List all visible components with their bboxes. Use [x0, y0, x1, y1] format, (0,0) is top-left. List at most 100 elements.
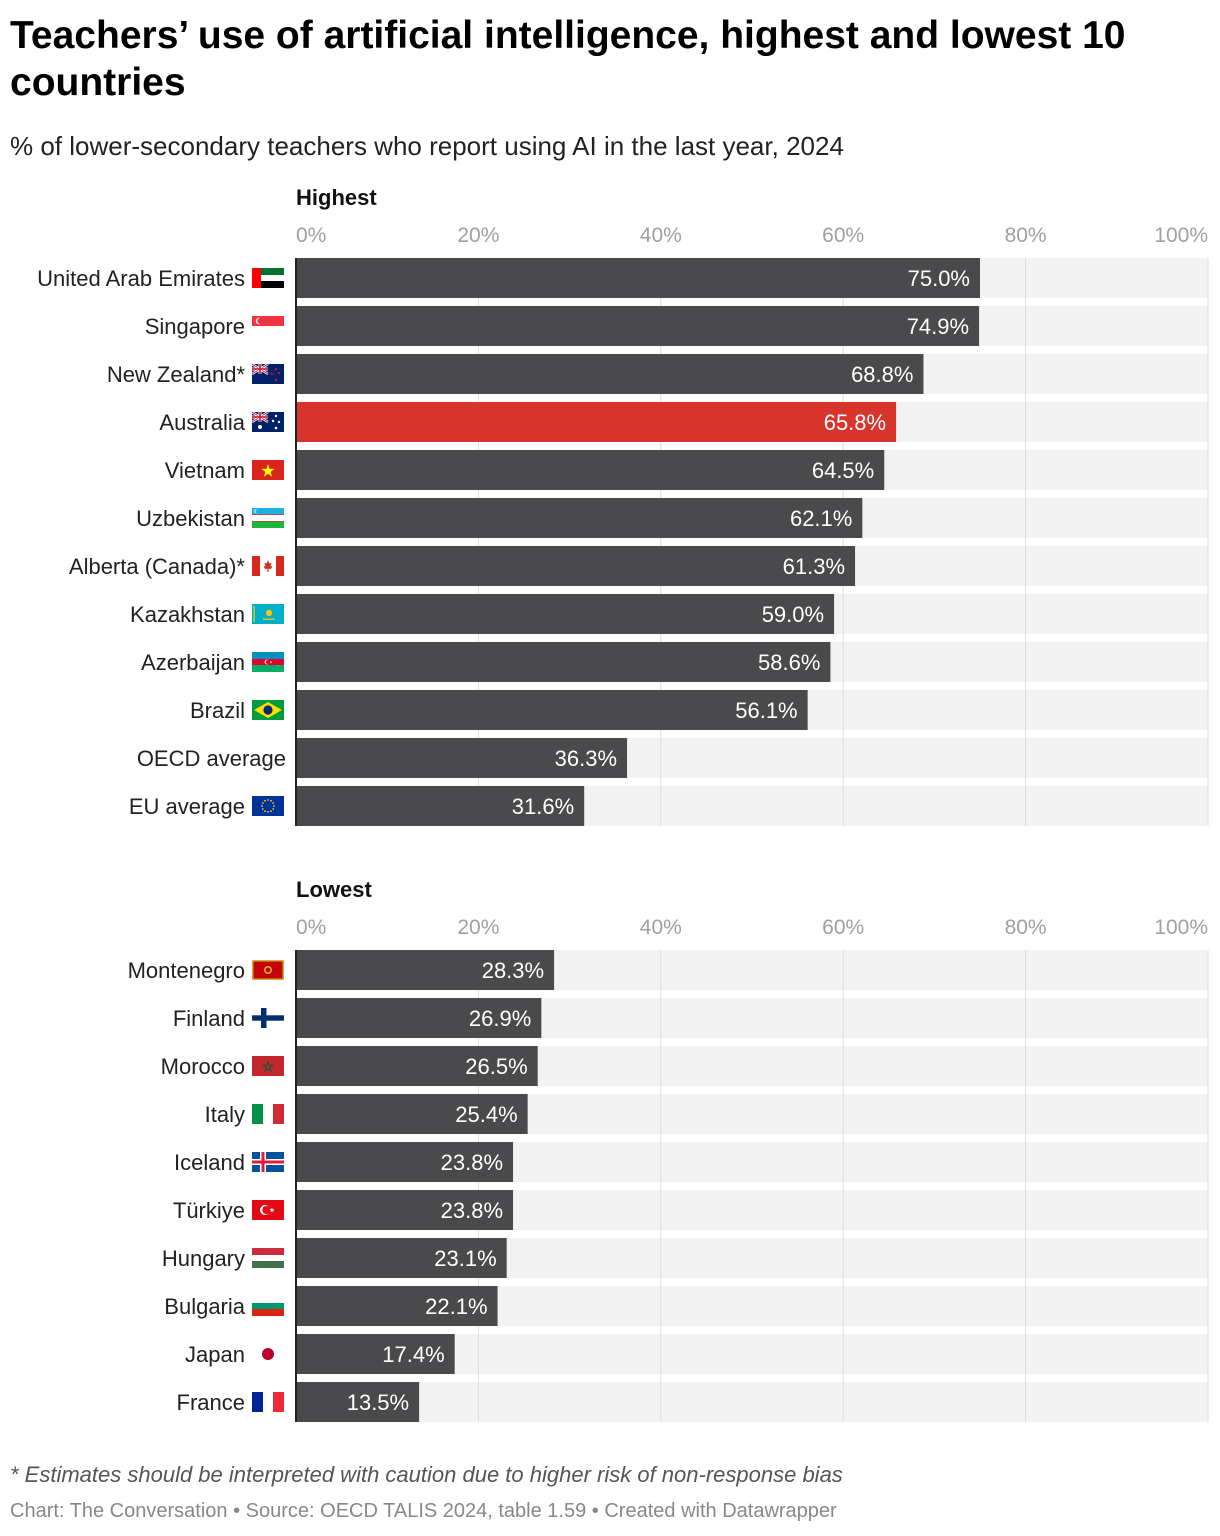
bar	[296, 1334, 455, 1374]
value-label: 23.8%	[441, 1198, 503, 1223]
category-label: Australia	[159, 410, 245, 435]
category-label: Brazil	[190, 698, 245, 723]
bar	[296, 1046, 538, 1086]
montenegro-flag-icon	[252, 960, 284, 980]
x-tick-label: 40%	[640, 916, 682, 939]
value-label: 31.6%	[512, 794, 574, 819]
credit-chart: Chart: The Conversation	[10, 1500, 228, 1522]
value-label: 23.8%	[441, 1150, 503, 1175]
x-tick-label: 0%	[296, 916, 326, 939]
iceland-flag-icon	[252, 1152, 284, 1172]
turkiye-flag-icon	[252, 1200, 284, 1220]
value-label: 59.0%	[762, 602, 824, 627]
category-label: France	[177, 1390, 245, 1415]
value-label: 13.5%	[347, 1390, 409, 1415]
bulgaria-flag-icon	[252, 1296, 284, 1316]
credit-separator: •	[227, 1500, 246, 1522]
bar	[296, 498, 863, 538]
category-label: United Arab Emirates	[37, 266, 245, 291]
bar	[296, 306, 980, 346]
kazakhstan-flag-icon	[252, 604, 284, 624]
x-tick-label: 20%	[457, 224, 499, 247]
footnote: * Estimates should be interpreted with c…	[10, 1462, 843, 1487]
bar	[296, 1382, 420, 1422]
value-label: 22.1%	[425, 1294, 487, 1319]
value-label: 26.5%	[465, 1054, 527, 1079]
japan-flag-icon	[252, 1344, 284, 1364]
credit-separator: •	[586, 1500, 605, 1522]
bar	[296, 690, 808, 730]
lowest-chart-panel: Lowest 0% 20% 40% 60% 80% 100% 28.3% Montenegro 2…	[0, 872, 1220, 1432]
new-zealand-flag-icon	[251, 362, 284, 384]
bar	[296, 354, 924, 394]
value-label: 28.3%	[482, 958, 544, 983]
highest-bar-chart: Highest 0% 20% 40% 60% 80% 100% 75.0% United Ara…	[37, 185, 1209, 826]
chart-title: Teachers’ use of artificial intelligence…	[10, 14, 1126, 104]
lowest-bar-chart: Lowest 0% 20% 40% 60% 80% 100% 28.3% Montenegro 2…	[128, 877, 1209, 1422]
category-label: Bulgaria	[164, 1294, 245, 1319]
france-flag-icon	[252, 1392, 284, 1412]
x-tick-label: 60%	[822, 224, 864, 247]
panel-title: Lowest	[296, 877, 372, 902]
credit-created: Created with Datawrapper	[604, 1500, 837, 1522]
category-label: Finland	[173, 1006, 245, 1031]
finland-flag-icon	[252, 1008, 284, 1028]
category-label: Iceland	[174, 1150, 245, 1175]
category-label: Vietnam	[165, 458, 245, 483]
azerbaijan-flag-icon	[252, 652, 284, 672]
category-label: Türkiye	[173, 1198, 245, 1223]
value-label: 75.0%	[908, 266, 970, 291]
x-tick-label: 100%	[1154, 916, 1208, 939]
chart-subtitle: % of lower-secondary teachers who report…	[10, 131, 844, 161]
value-label: 62.1%	[790, 506, 852, 531]
highest-chart-panel: Highest 0% 20% 40% 60% 80% 100% 75.0% United Ara…	[0, 180, 1220, 840]
bar	[296, 642, 831, 682]
bar	[296, 594, 835, 634]
bar	[296, 1238, 507, 1278]
vietnam-flag-icon	[252, 460, 284, 480]
credit-source: Source: OECD TALIS 2024, table 1.59	[245, 1500, 587, 1522]
bar	[296, 546, 856, 586]
brazil-flag-icon	[252, 700, 284, 720]
italy-flag-icon	[252, 1104, 284, 1124]
value-label: 64.5%	[812, 458, 874, 483]
category-label: Singapore	[145, 314, 245, 339]
uzbekistan-flag-icon	[252, 508, 284, 528]
x-tick-label: 80%	[1005, 224, 1047, 247]
value-label: 74.9%	[907, 314, 969, 339]
x-tick-label: 100%	[1154, 224, 1208, 247]
bar	[296, 1094, 528, 1134]
value-label: 23.1%	[434, 1246, 496, 1271]
x-tick-label: 60%	[822, 916, 864, 939]
category-label: Japan	[185, 1342, 245, 1367]
bar	[296, 786, 585, 826]
category-label: New Zealand*	[107, 362, 246, 387]
bar	[296, 950, 555, 990]
bar	[296, 1190, 514, 1230]
panel-title: Highest	[296, 185, 377, 210]
value-label: 65.8%	[824, 410, 886, 435]
bar	[296, 998, 542, 1038]
value-label: 26.9%	[469, 1006, 531, 1031]
value-label: 56.1%	[735, 698, 797, 723]
canada-flag-icon	[252, 556, 284, 576]
bar	[296, 1142, 514, 1182]
bar	[296, 402, 897, 442]
bar	[296, 738, 628, 778]
australia-flag-icon	[251, 410, 284, 432]
x-tick-label: 20%	[457, 916, 499, 939]
hungary-flag-icon	[252, 1248, 284, 1268]
x-tick-label: 40%	[640, 224, 682, 247]
uae-flag-icon	[252, 268, 284, 288]
eu-flag-icon	[252, 796, 284, 816]
value-label: 17.4%	[382, 1342, 444, 1367]
category-label: Hungary	[162, 1246, 245, 1271]
value-label: 25.4%	[455, 1102, 517, 1127]
bar-track	[296, 1382, 1208, 1422]
credit-line: Chart: The Conversation • Source: OECD T…	[10, 1500, 837, 1523]
category-label: OECD average	[137, 746, 286, 771]
bar	[296, 1286, 498, 1326]
value-label: 36.3%	[555, 746, 617, 771]
value-label: 68.8%	[851, 362, 913, 387]
bar	[296, 258, 980, 298]
